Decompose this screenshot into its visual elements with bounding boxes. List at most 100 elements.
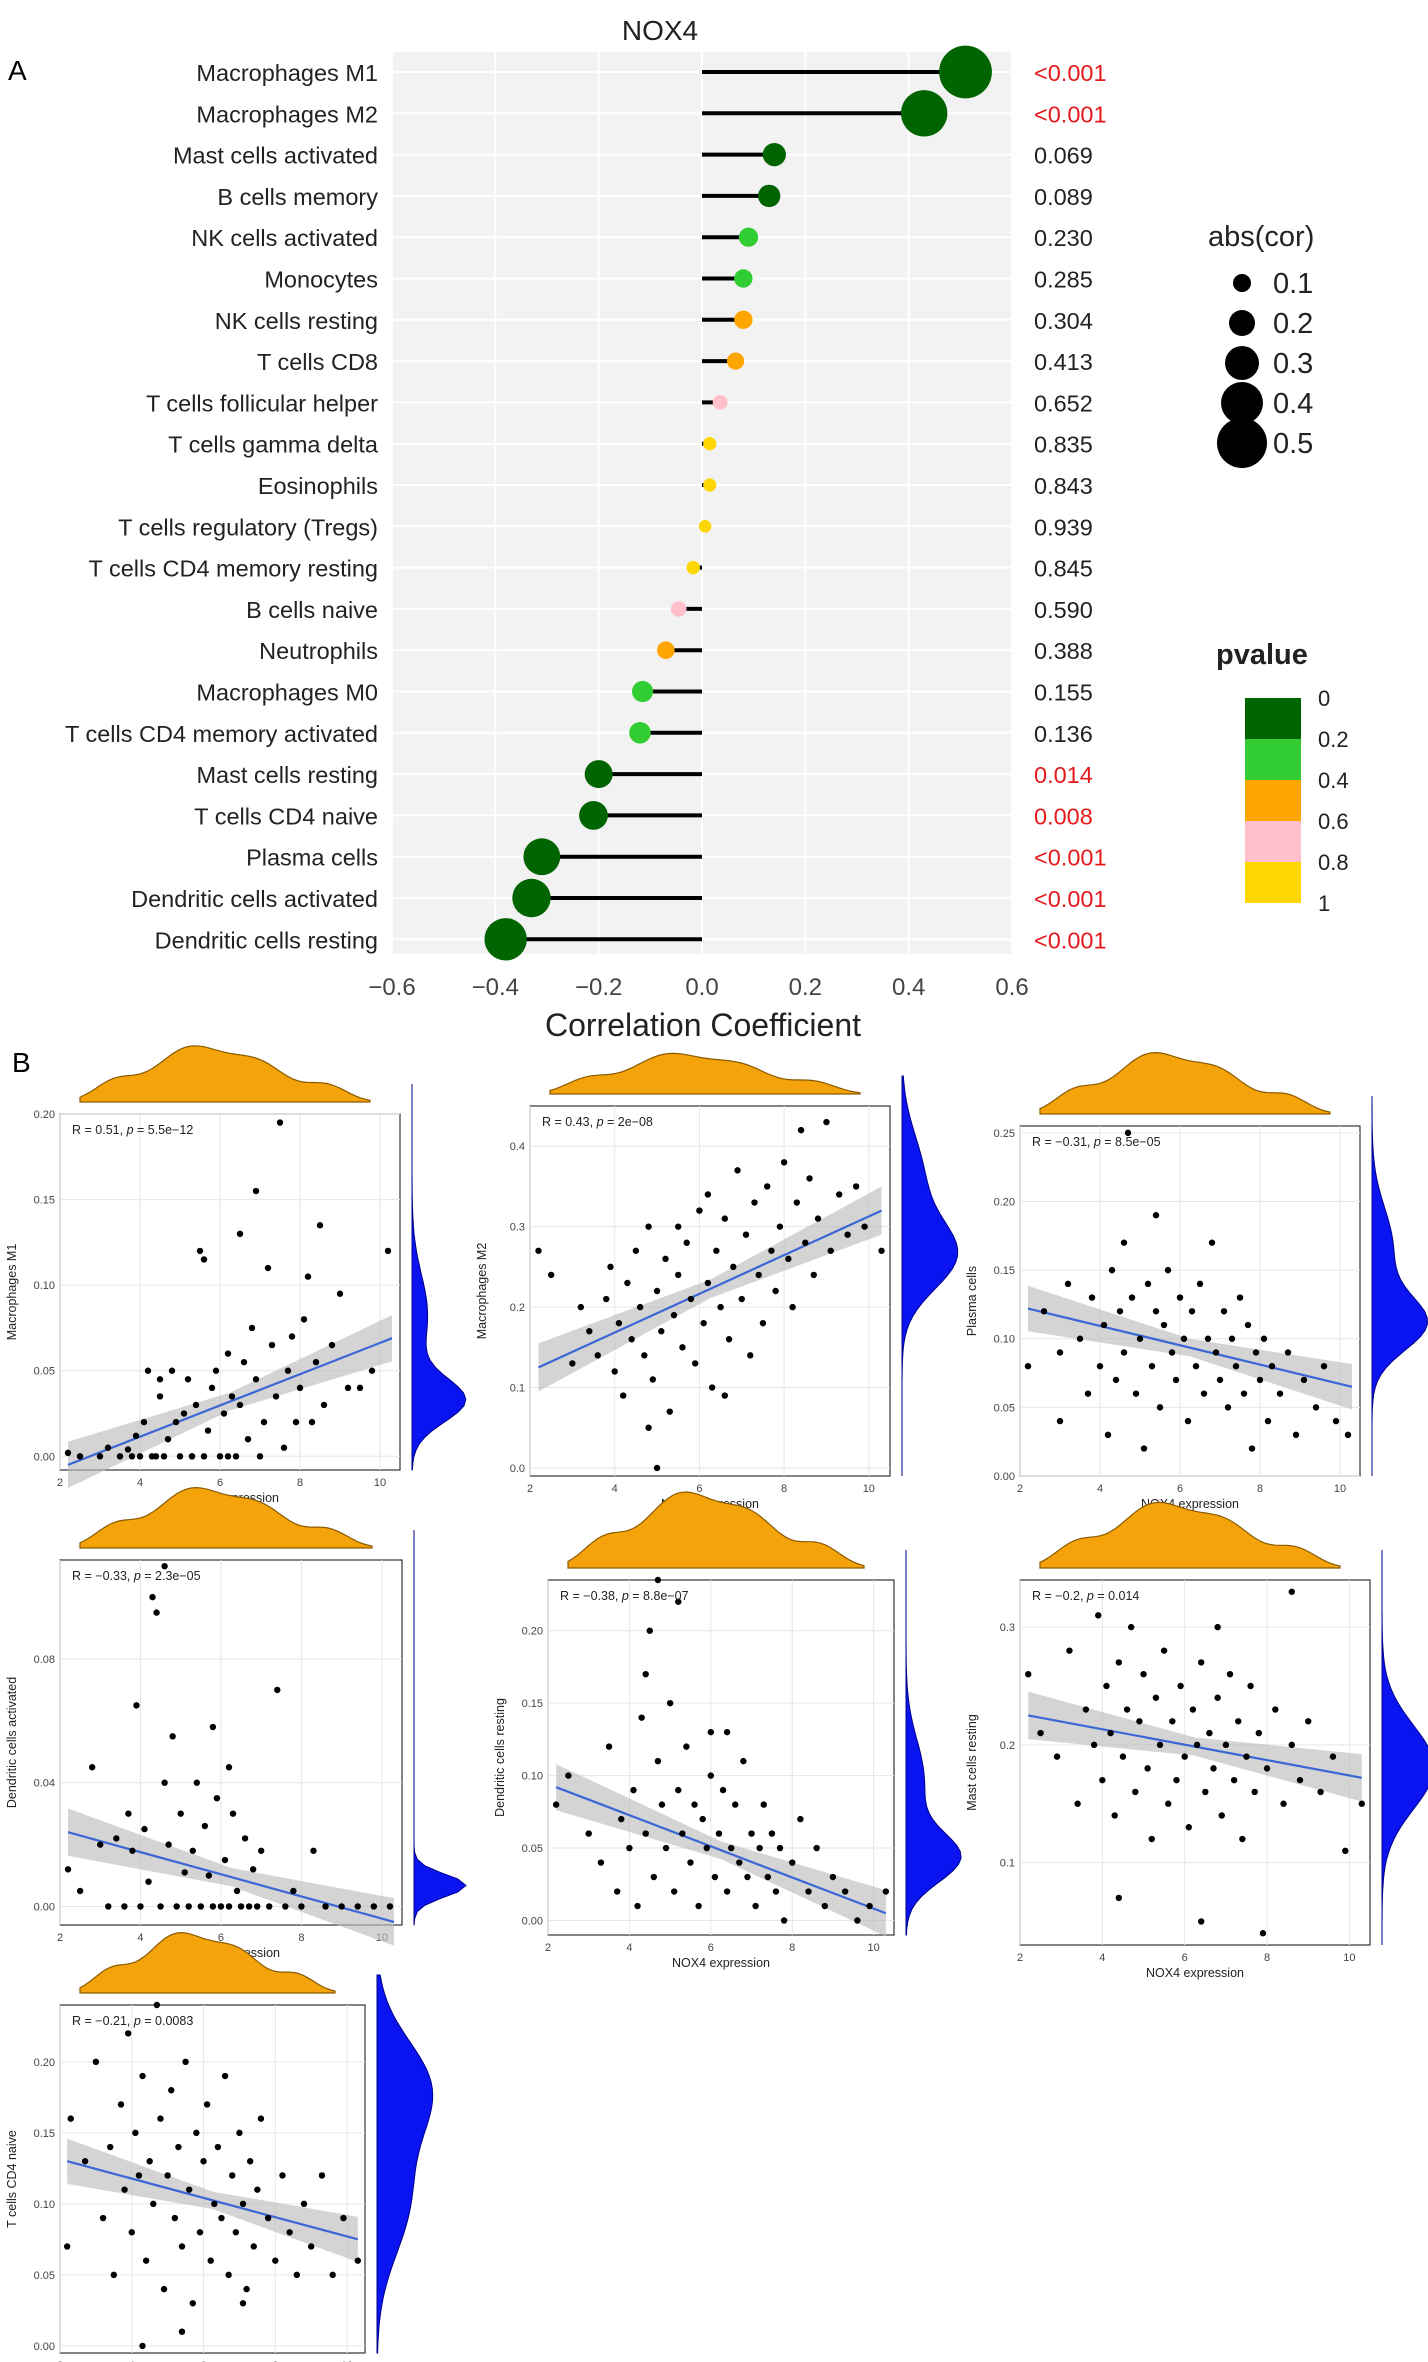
scatter-annotation-r: R = −0.21,	[72, 2014, 134, 2028]
size-legend-dot	[1221, 382, 1263, 424]
scatter-point	[1064, 1280, 1072, 1288]
scatter-x-tick-label: 6	[708, 1942, 714, 1954]
marginal-density-top	[549, 1052, 861, 1095]
scatter-point	[214, 2143, 222, 2151]
scatter-point	[1255, 1729, 1263, 1737]
scatter-point	[171, 2214, 179, 2222]
scatter-x-label: NOX4 expression	[672, 1956, 770, 1970]
lollipop-row-label: T cells CD8	[257, 349, 378, 375]
scatter-y-tick-label: 0.10	[522, 1771, 543, 1783]
scatter-point	[300, 1316, 308, 1323]
scatter-point	[165, 1841, 172, 1848]
scatter-point	[827, 1247, 834, 1254]
lollipop-pvalue-label: 0.136	[1034, 721, 1093, 747]
scatter-point	[740, 1757, 747, 1765]
scatter-point	[725, 1336, 733, 1343]
scatter-point	[632, 1247, 640, 1254]
lollipop-dot	[738, 227, 759, 247]
lollipop-row-label: T cells regulatory (Tregs)	[118, 514, 378, 540]
scatter-point	[1053, 1753, 1061, 1760]
scatter-point	[607, 1263, 614, 1271]
scatter-annotation-r: R = 0.51,	[72, 1123, 127, 1137]
scatter-point	[168, 2087, 175, 2094]
scatter-point	[196, 2229, 204, 2236]
scatter-point	[237, 1903, 245, 1910]
scatter-point	[164, 1435, 172, 1443]
scatter-point	[239, 2300, 247, 2307]
lollipop-dot	[579, 801, 608, 830]
lollipop-dot	[757, 184, 781, 208]
scatter-point	[586, 1328, 593, 1335]
scatter-y-tick-label: 0.10	[994, 1334, 1015, 1346]
scatter-point	[257, 2115, 265, 2122]
scatter-point	[228, 1393, 236, 1400]
color-legend-label: 0.2	[1318, 727, 1349, 752]
scatter-point	[785, 1255, 792, 1263]
lollipop-dot	[523, 838, 561, 876]
scatter-point	[200, 2158, 207, 2165]
scatter-point	[1173, 1776, 1180, 1784]
scatter-point	[1329, 1753, 1337, 1760]
scatter-point	[1168, 1349, 1176, 1356]
scatter-point	[1132, 1788, 1139, 1796]
scatter-y-label: Macrophages M1	[5, 1244, 19, 1341]
scatter-fit-line	[538, 1209, 882, 1369]
scatter-y-tick-label: 0.05	[522, 1843, 543, 1855]
scatter-point	[662, 1255, 669, 1263]
scatter-point	[1192, 1362, 1200, 1370]
scatter-point	[384, 1247, 392, 1255]
scatter-point	[276, 1119, 284, 1126]
scatter-point	[866, 1902, 873, 1910]
scatter-y-tick-label: 0.00	[34, 2341, 55, 2353]
scatter-point	[666, 1408, 673, 1415]
scatter-annotation: R = −0.21, p = 0.0083	[72, 2014, 193, 2028]
scatter-point	[699, 1815, 706, 1823]
scatter-point	[1112, 1376, 1120, 1384]
scatter-point	[1088, 1294, 1096, 1301]
scatter-annotation: R = −0.38, p = 8.8e−07	[560, 1589, 689, 1603]
scatter-point	[772, 1888, 780, 1895]
lollipop-pvalue-label: 0.388	[1034, 638, 1093, 664]
marginal-density-right	[413, 1530, 467, 1926]
scatter-point	[189, 1847, 196, 1854]
scatter-point	[696, 1207, 703, 1214]
scatter-point	[279, 2172, 286, 2179]
scatter-point	[136, 1453, 144, 1460]
scatter-point	[213, 1794, 221, 1802]
scatter-point	[1317, 1788, 1324, 1796]
scatter-y-tick-label: 0.2	[1000, 1740, 1015, 1752]
scatter-point	[229, 1810, 237, 1817]
scatter-panel: 2 4 6 8 10 0.1 0.2 0.3 R = −0.2, p = 0.014 NOX4 e…	[965, 1501, 1428, 1980]
scatter-point	[547, 1271, 555, 1279]
lollipop-pvalue-label: 0.652	[1034, 390, 1093, 416]
scatter-point	[1210, 1765, 1217, 1772]
scatter-point	[232, 1453, 240, 1460]
scatter-point	[76, 1453, 84, 1460]
marginal-density-top	[79, 1931, 336, 1994]
size-legend-dot	[1233, 274, 1251, 292]
scatter-point	[173, 1903, 180, 1910]
scatter-point	[1320, 1362, 1328, 1370]
scatter-x-tick-label: 6	[696, 1483, 702, 1495]
marginal-density-right	[905, 1550, 962, 1936]
scatter-point	[368, 1367, 376, 1374]
scatter-x-tick-label: 8	[272, 2360, 278, 2362]
scatter-point	[597, 1859, 605, 1866]
scatter-point	[1208, 1239, 1216, 1246]
scatter-point	[146, 2158, 153, 2165]
scatter-annotation-r: R = 0.43,	[542, 1115, 597, 1129]
scatter-x-tick-label: 8	[1257, 1483, 1263, 1495]
scatter-point	[1140, 1670, 1147, 1678]
scatter-point	[736, 1859, 743, 1866]
scatter-point	[177, 1810, 184, 1817]
scatter-point	[156, 1393, 164, 1400]
scatter-point	[675, 1271, 682, 1279]
scatter-point	[201, 1822, 209, 1830]
scatter-point	[695, 1902, 702, 1910]
scatter-point	[307, 2243, 315, 2250]
marginal-density-top	[1039, 1501, 1341, 1569]
scatter-point	[666, 1699, 674, 1707]
scatter-point	[1216, 1376, 1224, 1384]
lollipop-pvalue-label: 0.304	[1034, 308, 1093, 334]
scatter-point	[1115, 1894, 1123, 1902]
